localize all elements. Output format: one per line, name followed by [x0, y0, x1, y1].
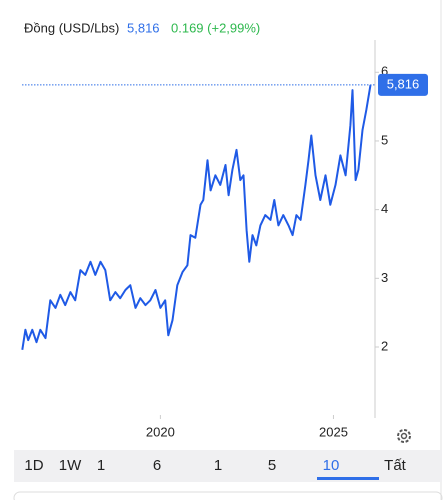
gear [397, 429, 411, 443]
y-tick-label: 6 [381, 64, 388, 79]
range-tab[interactable]: 1 [214, 457, 222, 474]
x-tick-label: 2020 [146, 424, 175, 439]
last-price-label: 5,816 [387, 76, 420, 91]
gear-hole [400, 432, 408, 440]
tab-bar [14, 450, 442, 482]
settings-icon[interactable] [397, 429, 411, 443]
range-tab[interactable]: 5 [268, 457, 276, 474]
y-tick-label: 3 [381, 270, 388, 285]
y-tick-label: 4 [381, 201, 388, 216]
range-tab[interactable]: Tất [384, 457, 407, 474]
change: 0.169 (+2,99%) [171, 20, 260, 35]
price: 5,816 [127, 20, 160, 35]
range-tab[interactable]: 1D [24, 457, 43, 474]
price-line-series [21, 84, 372, 350]
x-tick-label: 2025 [319, 424, 348, 439]
next-card [13, 491, 443, 500]
range-tab[interactable]: 10 [323, 457, 340, 474]
range-tab[interactable]: 6 [153, 457, 161, 474]
instrument-name: Đồng (USD/Lbs) [24, 20, 119, 35]
tab-underline [317, 477, 379, 480]
range-tab[interactable]: 1 [97, 457, 105, 474]
range-tab[interactable]: 1W [59, 457, 82, 474]
last-price-box [378, 73, 428, 96]
y-tick-label: 5 [381, 132, 388, 147]
y-tick-label: 2 [381, 338, 388, 353]
